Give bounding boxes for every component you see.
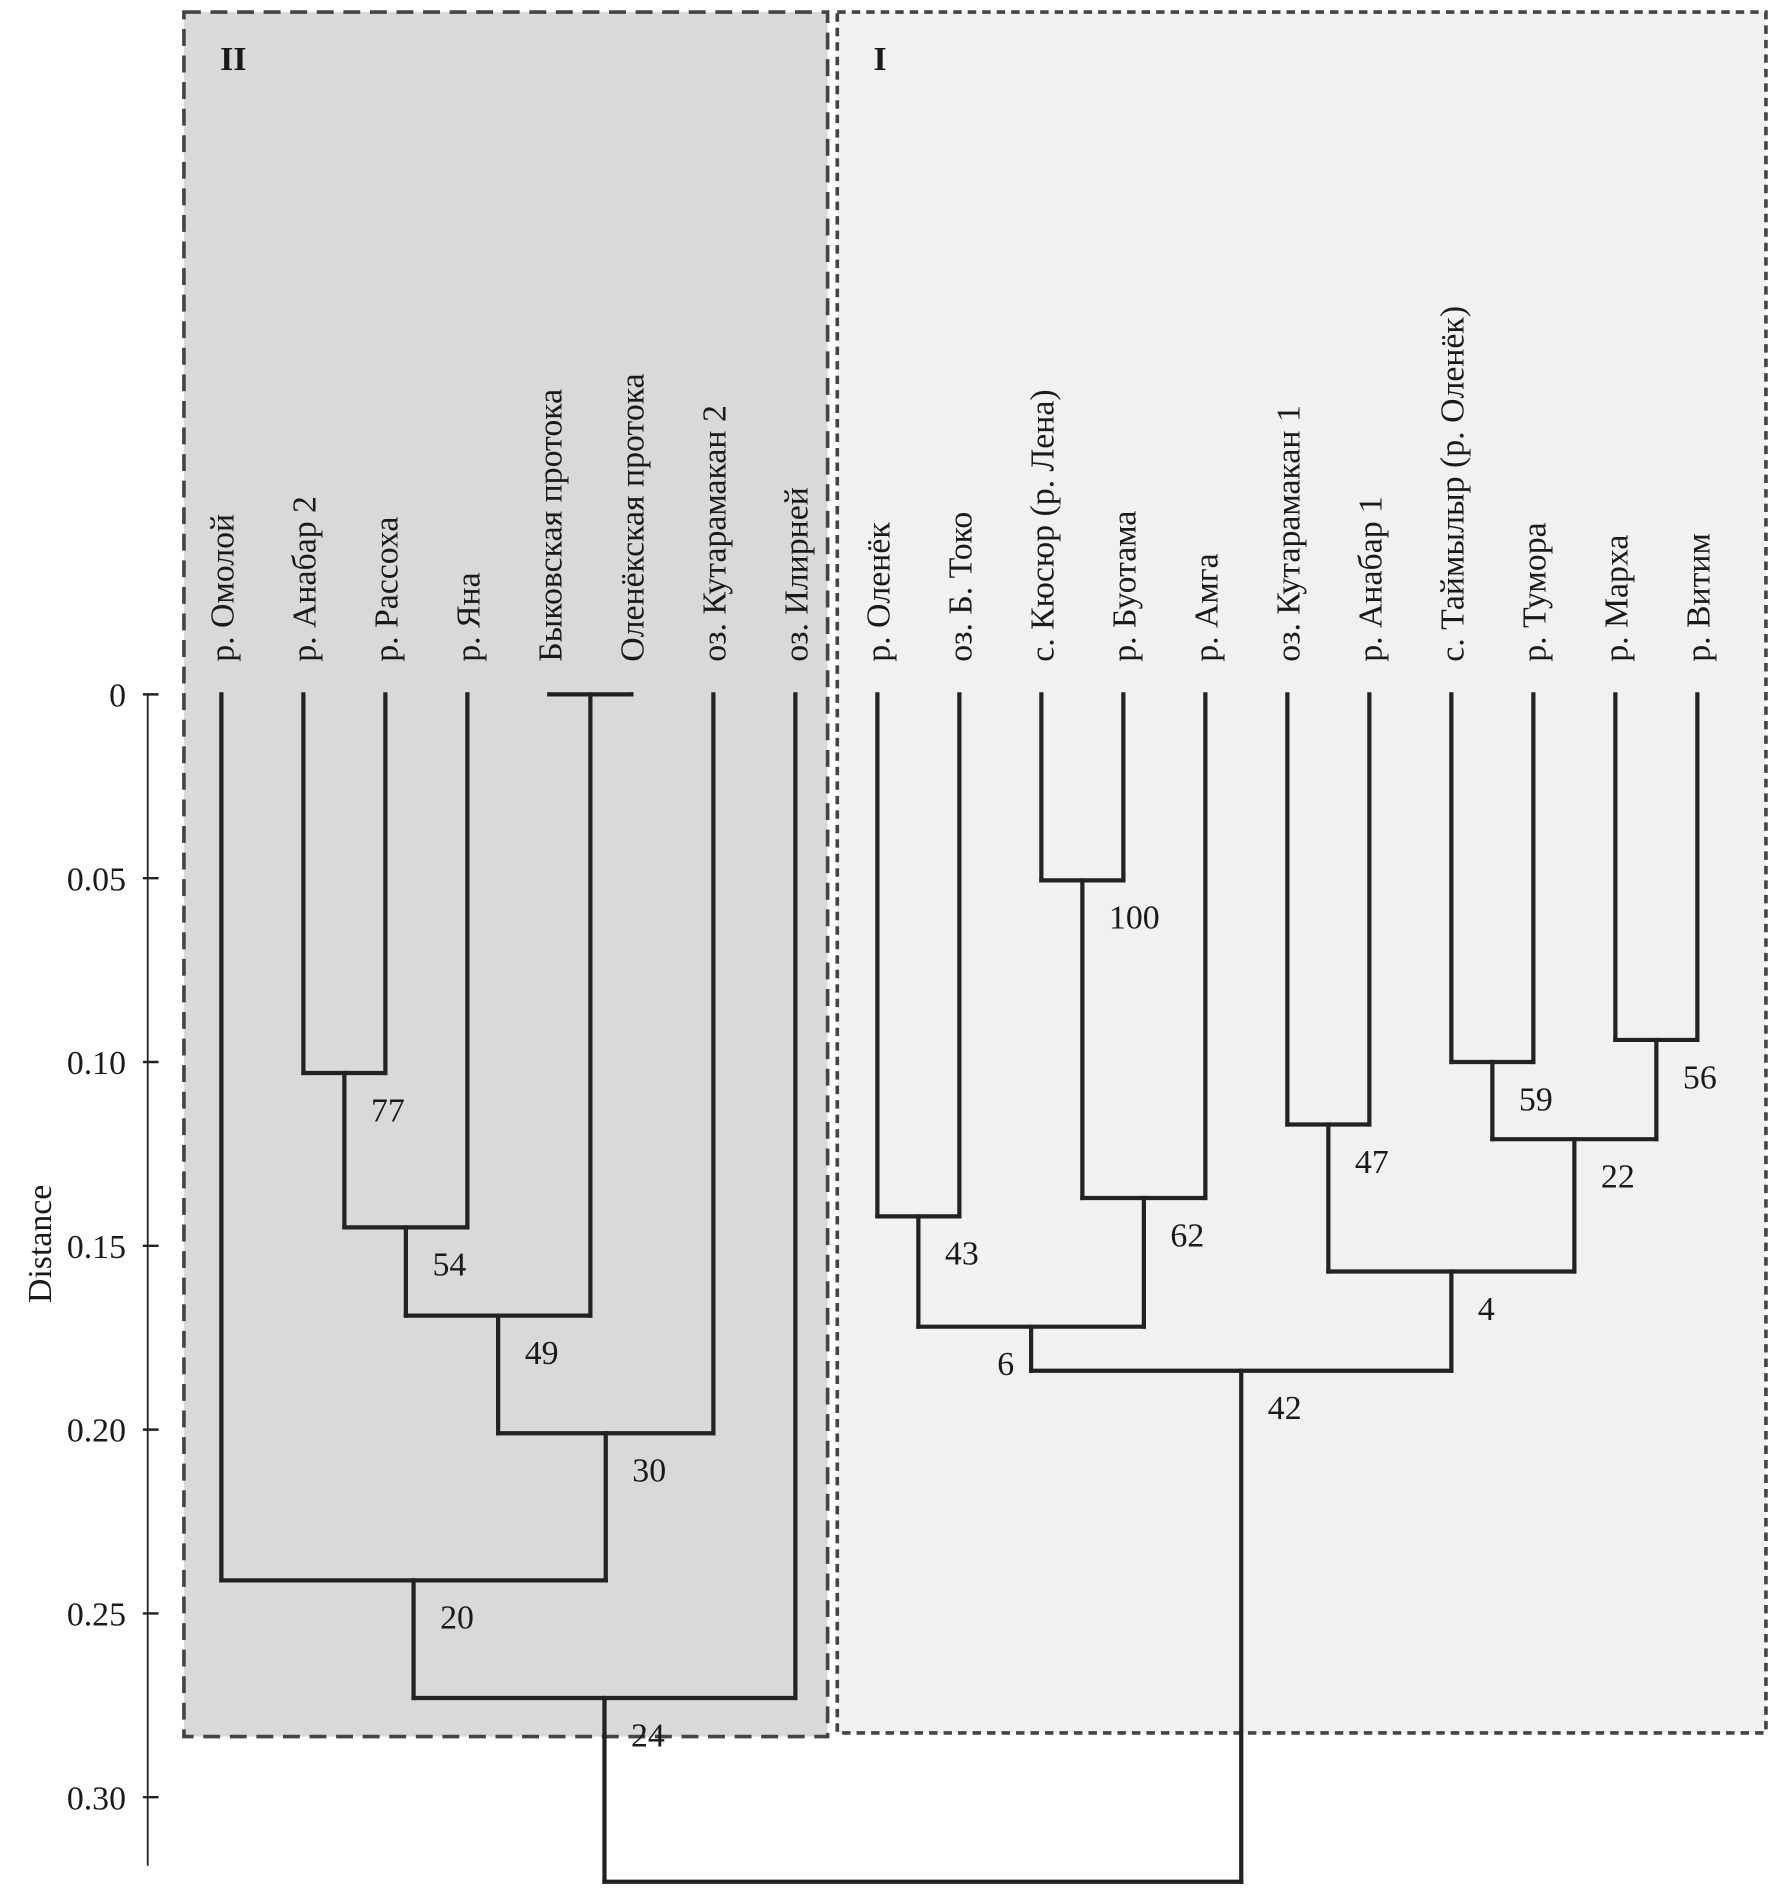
bootstrap-support-label: 77 [371, 1092, 405, 1129]
y-tick-label: 0.30 [67, 1780, 126, 1817]
bootstrap-support-label: 100 [1109, 900, 1160, 937]
leaf-label: с. Таймылыр (р. Оленёк) [1434, 306, 1471, 662]
bootstrap-support-label: 62 [1170, 1217, 1204, 1254]
leaf-label: р. Анабар 1 [1352, 496, 1389, 662]
y-tick-label: 0.10 [67, 1045, 126, 1082]
bootstrap-support-label: 43 [945, 1236, 979, 1273]
leaf-label: оз. Кутарамакан 1 [1270, 405, 1307, 662]
bootstrap-support-label: 30 [632, 1453, 666, 1490]
leaf-label: Быковская протока [532, 389, 569, 662]
bootstrap-support-label: 20 [440, 1600, 474, 1637]
leaf-label: р. Яна [450, 572, 487, 661]
leaf-label: р. Рассоха [368, 517, 405, 662]
bootstrap-support-label: 54 [432, 1247, 466, 1284]
y-tick-label: 0.15 [67, 1229, 126, 1266]
bootstrap-support-label: 49 [525, 1335, 559, 1372]
leaf-label: р. Тумора [1516, 522, 1553, 661]
y-tick-label: 0.05 [67, 861, 126, 898]
bootstrap-support-label: 4 [1478, 1291, 1495, 1328]
leaf-label: оз. Б. Токо [942, 512, 979, 662]
leaf-label: р. Буотама [1106, 511, 1143, 662]
y-tick-label: 0 [109, 677, 126, 714]
leaf-label: р. Анабар 2 [286, 496, 323, 662]
bootstrap-support-label: 22 [1601, 1159, 1635, 1196]
bootstrap-support-label: 59 [1519, 1081, 1553, 1118]
leaf-label: р. Омолой [204, 514, 241, 662]
bootstrap-support-label: 42 [1268, 1390, 1302, 1427]
leaf-label: р. Марха [1598, 535, 1635, 662]
y-tick-label: 0.20 [67, 1413, 126, 1450]
bootstrap-support-label: 24 [631, 1717, 665, 1754]
leaf-label: с. Кюсюр (р. Лена) [1024, 389, 1061, 661]
leaf-label: Оленёкская протока [614, 373, 651, 661]
cluster-box-II [182, 10, 830, 1739]
cluster-label: II [220, 41, 246, 78]
leaf-label: р. Оленёк [860, 522, 897, 662]
y-axis-title: Distance [22, 1185, 59, 1303]
leaf-label: р. Витим [1680, 533, 1717, 662]
y-tick-label: 0.25 [67, 1596, 126, 1633]
leaf-label: р. Амга [1188, 553, 1225, 661]
bootstrap-support-label: 6 [997, 1346, 1014, 1383]
bootstrap-support-label: 47 [1355, 1144, 1389, 1181]
leaf-label: оз. Илирней [778, 487, 815, 662]
cluster-box-I [835, 10, 1768, 1735]
cluster-label: I [874, 41, 887, 78]
leaf-label: оз. Кутарамакан 2 [696, 405, 733, 662]
bootstrap-support-label: 56 [1683, 1059, 1717, 1096]
